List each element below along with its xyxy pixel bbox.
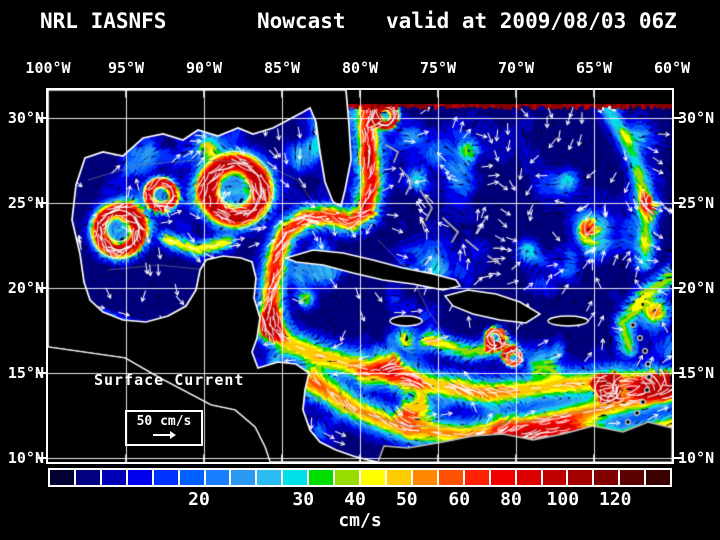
lon-tick-label: 90°W	[185, 59, 223, 77]
colorbar-segment	[283, 470, 308, 485]
lat-tick-label: 20°N	[7, 279, 44, 297]
lat-tick-mark	[38, 372, 46, 374]
lat-tick-label: 25°N	[7, 194, 44, 212]
colorbar-segment	[75, 470, 100, 485]
lat-tick-mark	[674, 202, 682, 204]
colorbar-tick-label: 120	[598, 489, 632, 510]
colorbar-tick-label: 50	[395, 489, 418, 510]
colorbar-segment	[50, 470, 74, 485]
lat-tick-mark	[38, 117, 46, 119]
colorbar-tick-label: 40	[344, 489, 366, 510]
colorbar-segment	[490, 470, 515, 485]
colorbar-segment	[594, 470, 619, 485]
colorbar-tick-label: 100	[546, 489, 580, 510]
colorbar-segment	[309, 470, 334, 485]
lat-tick-label: 20°N	[678, 279, 715, 297]
lat-tick-label: 10°N	[7, 449, 44, 467]
colorbar-segment	[153, 470, 178, 485]
title-product: Nowcast	[257, 9, 346, 33]
colorbar-tick-label: 80	[500, 489, 522, 510]
colorbar-segment	[361, 470, 385, 485]
lat-tick-label: 30°N	[678, 109, 715, 127]
colorbar-segment	[335, 470, 360, 485]
colorbar-unit-label: cm/s	[338, 510, 382, 531]
speed-colorbar	[48, 468, 672, 487]
lon-tick-label: 85°W	[263, 59, 301, 77]
colorbar-segment	[179, 470, 204, 485]
lon-tick-label: 95°W	[107, 59, 145, 77]
lon-tick-label: 70°W	[497, 59, 535, 77]
vector-scale-box: 50 cm/s	[125, 410, 203, 446]
lat-tick-label: 15°N	[678, 364, 715, 382]
lat-tick-label: 15°N	[7, 364, 44, 382]
lon-tick-label: 100°W	[25, 59, 71, 77]
lon-tick-label: 60°W	[653, 59, 691, 77]
colorbar-segment	[205, 470, 230, 485]
title-model: NRL IASNFS	[40, 9, 167, 33]
lat-tick-mark	[38, 457, 46, 459]
colorbar-segment	[646, 470, 671, 485]
lat-tick-mark	[38, 287, 46, 289]
lat-tick-mark	[674, 287, 682, 289]
lat-tick-label: 30°N	[7, 109, 44, 127]
lat-tick-mark	[674, 117, 682, 119]
lat-tick-mark	[674, 372, 682, 374]
colorbar-segment	[101, 470, 126, 485]
vector-scale-label: 50 cm/s	[136, 414, 192, 429]
colorbar-segment	[386, 470, 411, 485]
lat-tick-label: 25°N	[678, 194, 715, 212]
colorbar-segment	[516, 470, 541, 485]
colorbar-tick-label: 60	[448, 489, 471, 510]
lon-tick-label: 75°W	[419, 59, 457, 77]
current-field-canvas	[48, 90, 672, 462]
colorbar-segment	[438, 470, 463, 485]
surface-current-map: Surface Current 50 cm/s	[46, 88, 674, 464]
colorbar-segment	[412, 470, 437, 485]
colorbar-segment	[231, 470, 256, 485]
lat-tick-mark	[674, 457, 682, 459]
colorbar-segment	[464, 470, 489, 485]
colorbar-segment	[620, 470, 645, 485]
colorbar-segment	[568, 470, 593, 485]
title-valid: valid at 2009/08/03 06Z	[386, 9, 677, 33]
lon-tick-label: 80°W	[341, 59, 379, 77]
colorbar-segment	[127, 470, 152, 485]
lat-tick-mark	[38, 202, 46, 204]
colorbar-segment	[542, 470, 567, 485]
colorbar-segment	[257, 470, 282, 485]
scale-arrow-icon	[153, 431, 176, 439]
lat-tick-label: 10°N	[678, 449, 715, 467]
colorbar-tick-label: 20	[188, 489, 210, 510]
colorbar-tick-label: 30	[292, 489, 315, 510]
lon-tick-label: 65°W	[575, 59, 613, 77]
field-label: Surface Current	[94, 371, 245, 389]
